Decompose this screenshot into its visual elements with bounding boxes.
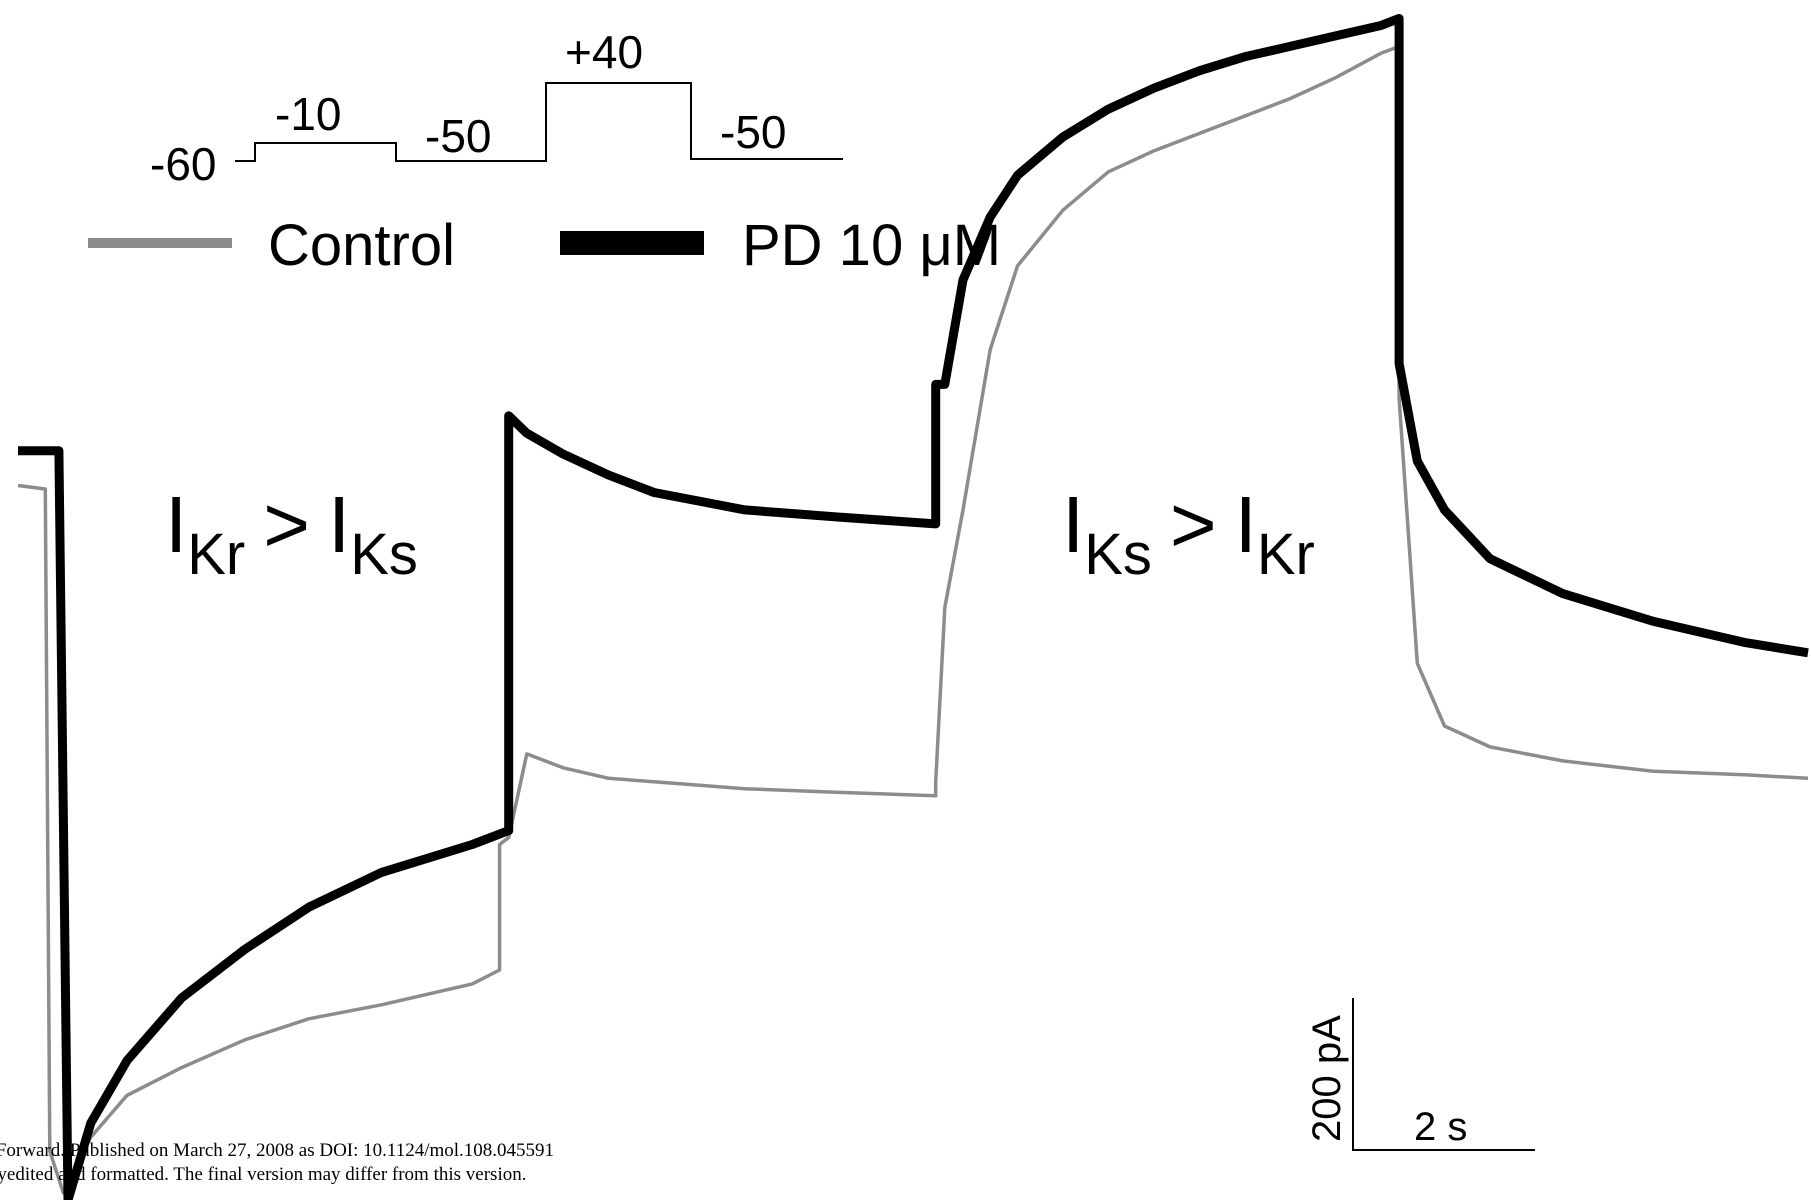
protocol-label-step1: -10 <box>275 88 341 140</box>
current-traces <box>17 14 1809 1200</box>
scale-bar: 200 pA 2 s <box>1305 998 1535 1151</box>
scale-bar-y-label: 200 pA <box>1305 1015 1349 1142</box>
legend-label-pd: PD 10 μM <box>742 213 1001 278</box>
scale-bar-x-label: 2 s <box>1414 1105 1467 1149</box>
protocol-line <box>235 82 843 162</box>
protocol-label-step2: -50 <box>425 110 491 162</box>
footer-line-1: ast Forward. Published on March 27, 2008… <box>0 1140 555 1161</box>
scale-bar-lines <box>1352 998 1535 1151</box>
legend: Control PD 10 μM <box>88 213 1001 278</box>
protocol-label-holding: -60 <box>150 138 216 190</box>
annotation-iks-gt-ikr: IKs > IKr <box>1062 480 1315 587</box>
protocol-label-step4: -50 <box>720 106 786 158</box>
legend-label-control: Control <box>268 213 455 278</box>
protocol-label-step3: +40 <box>565 26 643 78</box>
trace-control <box>17 44 1809 1195</box>
annotation-ikr-gt-iks: IKr > IKs <box>165 480 418 587</box>
voltage-protocol: -60 -10 -50 +40 -50 <box>150 26 843 190</box>
footer-line-2: copyedited and formatted. The final vers… <box>0 1164 527 1185</box>
trace-pd <box>18 14 1809 1200</box>
